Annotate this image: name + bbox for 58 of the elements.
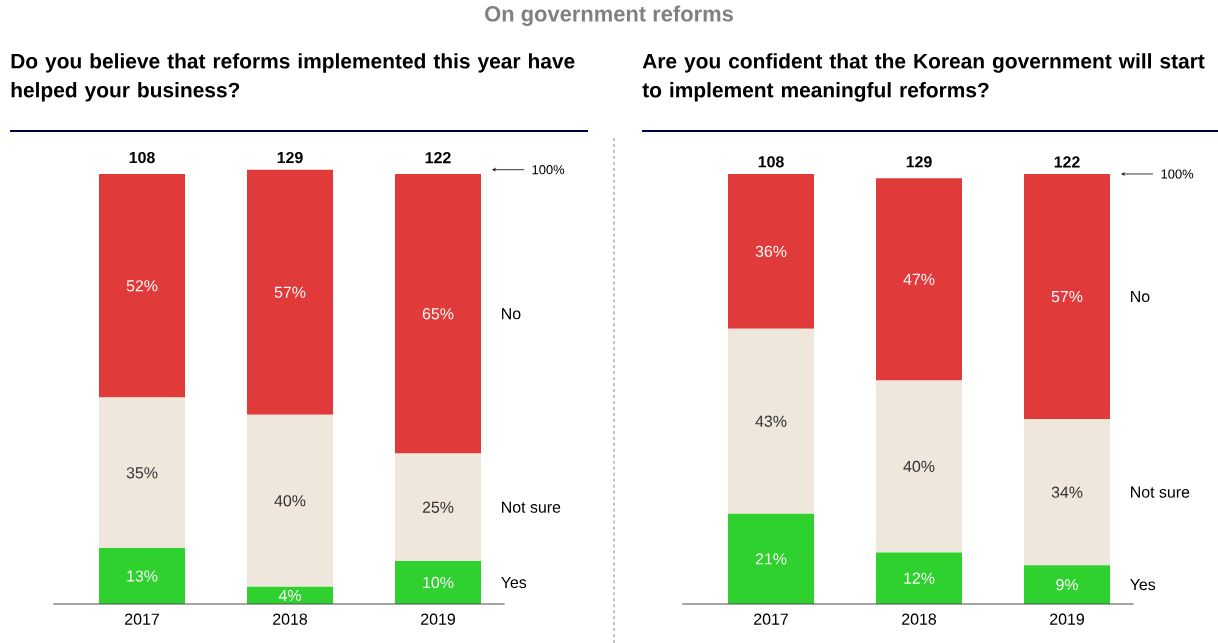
- chart-title: Do you believe that reforms implemented this year have helped your business?: [11, 53, 575, 102]
- bar: [876, 380, 963, 553]
- text: On government reforms: [485, 5, 733, 27]
- data-label: 10%: [423, 576, 454, 589]
- bar: [1024, 565, 1111, 604]
- text: 108: [758, 156, 784, 168]
- bar: [1024, 173, 1111, 420]
- text: 100%: [1161, 169, 1194, 179]
- data-label: 52%: [126, 280, 158, 292]
- x-tick-label: 2019: [1050, 613, 1084, 625]
- bar: [1024, 419, 1111, 566]
- data-label: 9%: [1056, 579, 1078, 591]
- bar: [395, 453, 482, 561]
- data-label: 43%: [755, 415, 787, 427]
- data-label: 36%: [755, 245, 787, 258]
- series-label: No: [1131, 290, 1150, 303]
- bar: [247, 169, 334, 415]
- bar: [247, 414, 334, 587]
- bar: [99, 548, 186, 604]
- text: 122: [425, 152, 451, 164]
- data-label: 47%: [903, 273, 935, 285]
- text: 108: [129, 151, 155, 164]
- data-label: 4%: [278, 589, 301, 601]
- series-label: Not sure: [502, 501, 561, 513]
- series-label: Yes: [501, 576, 527, 589]
- bar: [728, 328, 815, 514]
- bar: [728, 513, 815, 604]
- bar: [99, 173, 186, 398]
- text: 129: [277, 151, 303, 164]
- x-tick-label: 2019: [421, 613, 455, 625]
- data-label: 13%: [127, 570, 158, 582]
- data-label: 21%: [755, 553, 787, 565]
- data-label: 40%: [903, 460, 935, 473]
- data-label: 35%: [126, 467, 158, 479]
- text: 129: [906, 156, 932, 168]
- series-label: No: [502, 308, 521, 320]
- text: 100%: [532, 165, 565, 175]
- series-label: Yes: [1130, 579, 1156, 591]
- x-tick-label: 2017: [754, 613, 788, 625]
- data-label: 34%: [1051, 486, 1083, 498]
- bar: [876, 178, 963, 381]
- bar: [395, 173, 482, 454]
- bar: [876, 552, 963, 604]
- data-label: 57%: [1051, 290, 1083, 303]
- data-label: 40%: [274, 495, 306, 507]
- text: 122: [1054, 156, 1080, 168]
- chart-title: Are you confident that the Korean government will start to implement meaningful reforms?: [642, 53, 1205, 102]
- data-label: 65%: [422, 308, 454, 320]
- bar: [99, 397, 186, 549]
- data-label: 25%: [422, 501, 454, 513]
- bar: [395, 560, 482, 604]
- bar: [728, 173, 815, 329]
- data-label: 12%: [904, 572, 935, 584]
- x-tick-label: 2018: [273, 613, 308, 625]
- series-label: Not sure: [1131, 486, 1190, 498]
- x-tick-label: 2018: [902, 613, 937, 625]
- x-tick-label: 2017: [125, 613, 159, 625]
- data-label: 57%: [274, 286, 306, 298]
